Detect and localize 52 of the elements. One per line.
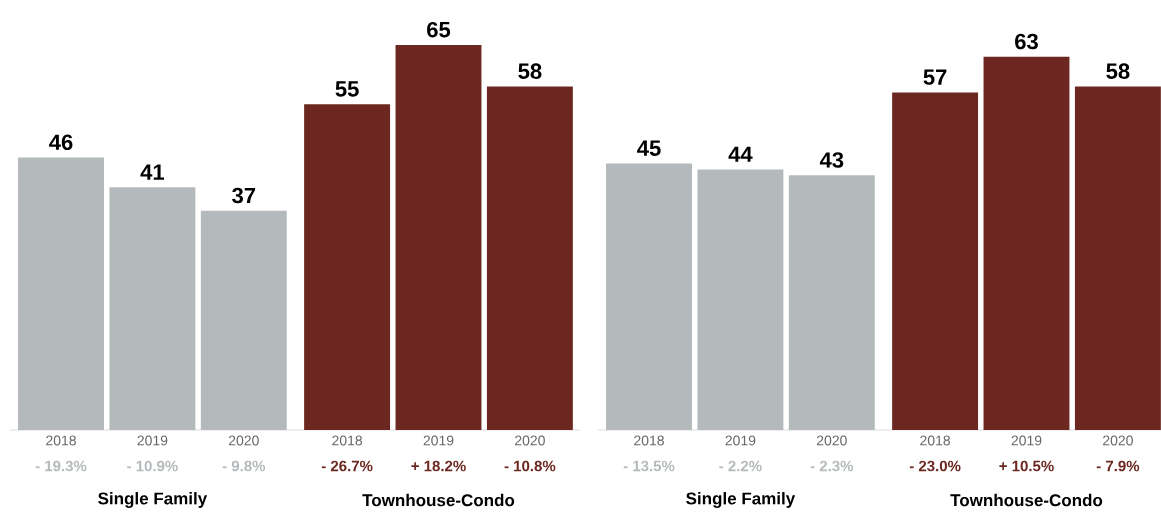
data-label: 46: [49, 134, 73, 151]
x-tick-label: 2019: [1011, 435, 1042, 446]
text: - 13.5%: [623, 460, 675, 472]
bar: [486, 86, 573, 430]
x-tick-label: 2020: [1103, 435, 1133, 446]
bar: [697, 169, 784, 430]
bar: [200, 210, 287, 430]
text: - 2.3%: [810, 460, 854, 472]
bar: [892, 92, 979, 430]
data-label: 58: [1106, 63, 1130, 79]
x-tick-label: 2018: [46, 435, 76, 446]
text: Single Family: [686, 492, 796, 508]
x-tick-label: 2018: [920, 435, 951, 446]
text: - 19.3%: [35, 460, 87, 472]
text: Townhouse-Condo: [362, 493, 515, 507]
x-tick-label: 2020: [515, 435, 545, 446]
x-tick-label: 2019: [137, 435, 168, 446]
text: - 9.8%: [222, 460, 266, 472]
bar: [606, 163, 692, 430]
data-label: 57: [923, 69, 947, 85]
data-label: 45: [637, 140, 661, 156]
bar: [109, 187, 196, 430]
x-tick-label: 2018: [634, 435, 664, 446]
bar: [788, 175, 875, 430]
x-tick-label: 2018: [332, 435, 363, 446]
text: - 23.0%: [909, 460, 961, 472]
text: Townhouse-Condo: [950, 493, 1103, 507]
data-label: 37: [232, 187, 256, 204]
data-label: 58: [518, 63, 542, 79]
text: + 10.5%: [999, 460, 1054, 472]
data-label: 55: [335, 81, 359, 97]
x-tick-label: 2019: [725, 435, 756, 446]
data-label: 44: [728, 146, 753, 162]
text: - 10.9%: [127, 460, 178, 472]
bar: [983, 56, 1070, 430]
text: - 7.9%: [1096, 460, 1140, 472]
data-label: 63: [1015, 33, 1038, 50]
data-label: 65: [427, 21, 451, 38]
bar: [1074, 86, 1161, 430]
text: + 18.2%: [411, 460, 466, 472]
x-tick-label: 2020: [228, 435, 259, 446]
text: Single Family: [98, 492, 208, 508]
bar: [304, 104, 391, 430]
text: - 2.2%: [719, 460, 762, 472]
x-tick-label: 2020: [816, 435, 847, 446]
x-tick-label: 2019: [423, 435, 454, 446]
bar: [395, 45, 482, 430]
text: - 26.7%: [321, 460, 373, 472]
text: - 10.8%: [504, 460, 556, 472]
data-label: 41: [140, 164, 165, 180]
bar: [18, 157, 104, 430]
data-label: 43: [819, 152, 844, 168]
